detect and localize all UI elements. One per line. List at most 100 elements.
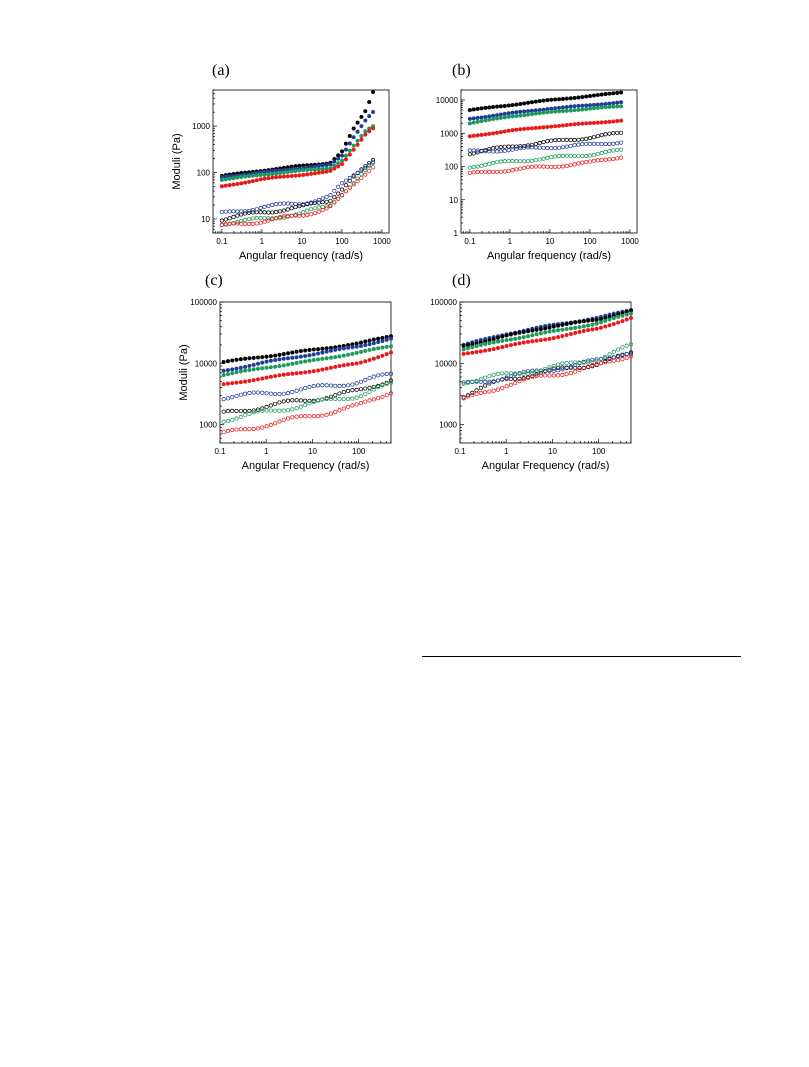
open-point [591,135,596,140]
open-point [599,150,604,156]
open-point [530,370,535,375]
open-point [388,371,394,376]
filled-point [254,178,259,183]
x-tick-label: 1 [264,447,269,456]
filled-point [534,327,539,332]
filled-point [347,133,352,139]
filled-point [247,367,252,373]
open-point [616,347,621,352]
open-point [588,141,593,146]
open-point [307,398,312,403]
filled-point [474,344,479,349]
open-point [230,395,235,400]
open-point [471,170,476,175]
open-point [363,167,368,172]
filled-point [258,172,263,178]
open-point [502,144,507,149]
open-point [603,354,608,359]
filled-point [525,334,531,339]
open-point [628,342,634,347]
filled-point [537,99,542,104]
filled-point [529,126,534,131]
open-point [529,158,534,163]
filled-point [514,102,519,107]
open-point [603,132,608,137]
filled-point [522,113,527,118]
filled-point [297,173,302,178]
filled-point [547,336,552,341]
open-point [487,149,492,154]
open-point [537,145,542,150]
open-point [285,201,290,206]
filled-point [243,356,248,361]
open-point [298,387,303,392]
open-point [510,144,515,149]
open-point [572,153,577,159]
open-point [350,396,355,401]
open-point [619,155,624,160]
open-point [580,160,585,165]
open-point [525,159,531,164]
open-point [553,146,558,151]
filled-point [510,103,515,108]
open-point [541,139,546,145]
filled-point [247,378,252,383]
open-point [603,142,608,147]
filled-point [277,364,282,369]
open-point [479,148,484,153]
filled-point [615,104,620,109]
filled-point [311,369,316,374]
open-point [358,401,364,406]
open-point [557,164,562,169]
filled-point [328,355,333,360]
open-point [607,141,612,147]
open-point [470,392,475,398]
open-point [577,365,582,371]
open-point [298,414,303,419]
open-point [461,396,466,401]
filled-point [494,130,500,135]
y-tick-label: 1000 [199,421,217,430]
open-point [599,157,604,163]
open-point [311,414,316,419]
open-point [534,372,539,377]
open-point [363,165,368,170]
filled-point [268,374,273,379]
filled-point [599,92,604,97]
series-6 [467,147,624,170]
open-point [260,408,265,413]
open-point [494,169,500,174]
x-tick-label: 0.1 [454,447,466,456]
filled-point [336,156,341,161]
filled-point [376,336,381,341]
x-axis-title: Angular Frequency (rad/s) [242,460,370,472]
open-point [518,146,523,151]
filled-point [495,339,501,344]
filled-point [285,351,291,356]
filled-point [573,330,578,335]
filled-point [576,107,581,112]
filled-point [533,125,538,130]
filled-point [289,169,294,174]
open-point [591,152,596,157]
open-point [243,413,248,418]
open-point [611,131,616,136]
open-point [225,409,231,414]
series-5 [467,140,624,154]
filled-point [264,375,269,380]
open-point [231,209,236,214]
filled-point [560,327,565,332]
y-axis-title: Moduli (Pa) [171,133,183,189]
filled-point [350,351,355,356]
x-tick-label: 100 [335,237,349,246]
filled-point [285,174,290,179]
filled-point [572,95,577,100]
filled-point [371,356,376,361]
filled-point [346,352,351,357]
plot-frame [212,89,390,234]
open-point [289,201,294,206]
filled-point [255,355,261,360]
open-point [238,414,243,419]
open-point [530,374,535,379]
open-point [475,164,480,169]
